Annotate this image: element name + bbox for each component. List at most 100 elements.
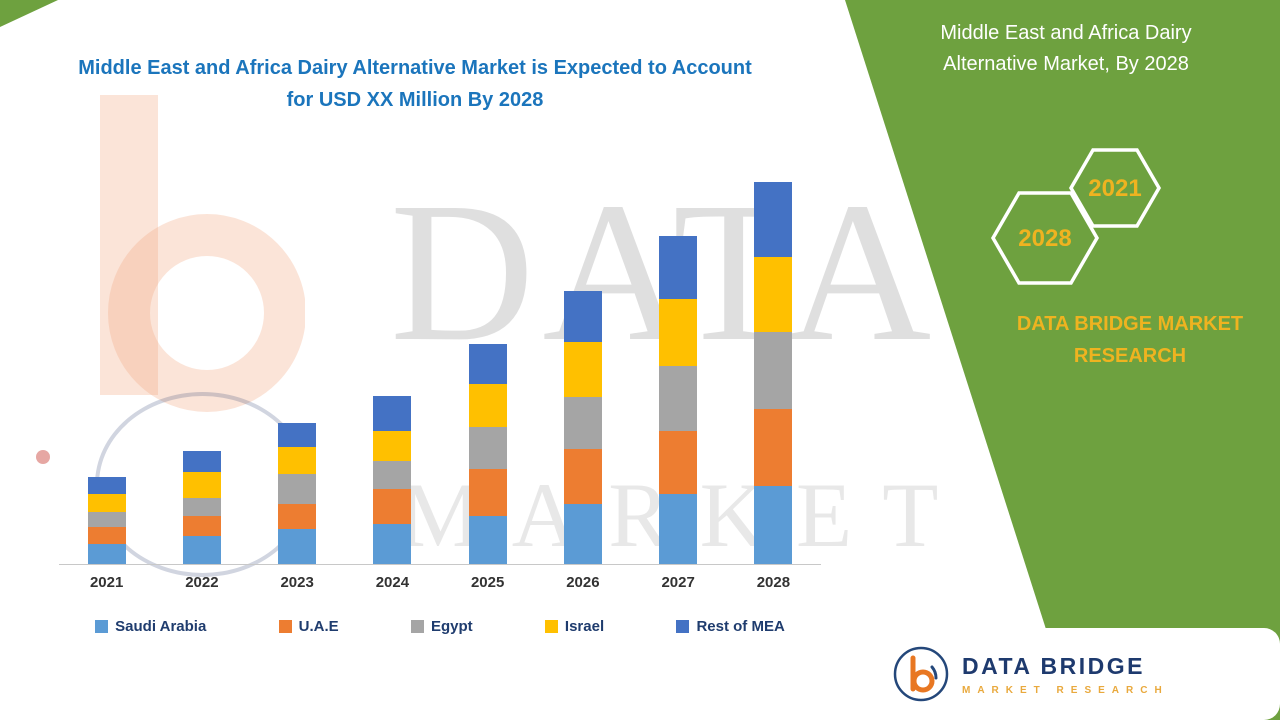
watermark-dot-icon (36, 450, 50, 464)
bar-segment-saudi-arabia-2021 (87, 544, 126, 564)
legend-label-u-a-e: U.A.E (298, 618, 339, 635)
bar-segment-israel-2021 (87, 494, 126, 512)
bar-segment-u-a-e-2026 (563, 449, 602, 504)
footer-logo-brand: DATA BRIDGE (962, 652, 1145, 679)
bar-segment-u-a-e-2023 (278, 504, 317, 529)
bar-segment-israel-2027 (659, 299, 698, 366)
legend-label-rest-of-mea: Rest of MEA (696, 618, 785, 635)
bar-segment-u-a-e-2024 (373, 489, 412, 524)
bar-segment-egypt-2025 (468, 427, 507, 469)
bar-segment-saudi-arabia-2026 (563, 504, 602, 564)
legend-label-saudi-arabia: Saudi Arabia (115, 618, 207, 635)
x-label-2023: 2023 (280, 574, 314, 591)
bar-segment-rest-of-mea-2028 (754, 182, 793, 257)
bar-segment-egypt-2024 (373, 461, 412, 489)
side-panel-title: Middle East and Africa Dairy Alternative… (940, 22, 1192, 75)
bar-stack-2025 (468, 344, 507, 564)
bar-segment-saudi-arabia-2028 (754, 486, 793, 564)
legend-label-egypt: Egypt (430, 618, 473, 635)
bar-segment-egypt-2023 (278, 474, 317, 504)
bar-stack-2027 (659, 236, 698, 564)
bar-stack-2028 (754, 182, 793, 564)
bar-segment-u-a-e-2027 (659, 431, 698, 494)
footer-logo-card: DATA BRIDGE MARKET RESEARCH (878, 628, 1280, 720)
bar-segment-u-a-e-2022 (182, 516, 221, 536)
bar-segment-rest-of-mea-2021 (87, 477, 126, 494)
bar-segment-saudi-arabia-2025 (468, 516, 507, 564)
bar-2026 (535, 170, 630, 564)
bar-segment-egypt-2026 (563, 397, 602, 449)
legend-swatch-israel (544, 620, 558, 633)
x-label-2025: 2025 (470, 574, 505, 591)
bar-segment-israel-2025 (468, 384, 507, 427)
bar-stack-2022 (182, 451, 221, 564)
bar-stack-2021 (87, 477, 126, 564)
bar-segment-israel-2026 (563, 342, 602, 397)
bar-segment-u-a-e-2025 (468, 469, 507, 516)
bar-2021 (59, 170, 154, 564)
hexagon-2028-icon (990, 191, 1100, 285)
bar-2023 (250, 170, 345, 564)
legend-item-egypt: Egypt (410, 618, 473, 635)
side-panel-brand-text: DATA BRIDGE MARKET RESEARCH (1016, 313, 1244, 367)
bar-segment-rest-of-mea-2022 (182, 451, 221, 472)
bar-segment-u-a-e-2028 (754, 409, 793, 486)
bar-segment-egypt-2028 (754, 332, 793, 409)
legend-item-rest-of-mea: Rest of MEA (676, 618, 785, 635)
bar-2028 (726, 170, 821, 564)
chart-plot-area (59, 170, 821, 565)
legend-item-u-a-e: U.A.E (278, 618, 339, 635)
bar-segment-egypt-2022 (182, 498, 221, 516)
hexagon-2021-label: 2021 (1088, 175, 1141, 202)
stacked-bar-chart: 2021 2022 2023 2024 2025 2026 2027 2028 (59, 170, 821, 591)
x-axis-labels: 2021 2022 2023 2024 2025 2026 2027 2028 (59, 574, 821, 591)
footer-logo-tagline: MARKET RESEARCH (962, 684, 1169, 696)
legend-item-saudi-arabia: Saudi Arabia (95, 618, 206, 635)
top-left-corner-accent (0, 0, 58, 27)
bar-2024 (345, 170, 440, 564)
x-label-2024: 2024 (375, 574, 410, 591)
legend-swatch-saudi-arabia (95, 620, 109, 633)
footer-logo-texts: DATA BRIDGE MARKET RESEARCH (962, 653, 1169, 696)
chart-legend: Saudi Arabia U.A.E Egypt Israel Rest of MEA (59, 618, 821, 635)
bar-2025 (440, 170, 535, 564)
bar-2027 (631, 170, 726, 564)
bar-segment-israel-2024 (373, 431, 412, 461)
x-label-2021: 2021 (89, 574, 124, 591)
bar-segment-rest-of-mea-2023 (278, 423, 317, 447)
bar-stack-2024 (373, 396, 412, 564)
hexagon-2028-label: 2028 (1018, 225, 1071, 252)
bar-segment-rest-of-mea-2025 (468, 344, 507, 384)
bar-segment-saudi-arabia-2022 (182, 536, 221, 564)
bar-segment-egypt-2027 (659, 366, 698, 431)
bar-stack-2023 (278, 423, 317, 564)
bar-segment-saudi-arabia-2023 (278, 529, 317, 564)
x-label-2022: 2022 (185, 574, 219, 591)
legend-swatch-u-a-e (278, 620, 292, 633)
chart-title: Middle East and Africa Dairy Alternative… (78, 57, 752, 111)
bar-stack-2026 (563, 291, 602, 564)
bar-segment-israel-2023 (278, 447, 317, 474)
hexagon-year-badges: 2028 2021 (990, 148, 1162, 285)
legend-item-israel: Israel (544, 618, 605, 635)
bar-segment-rest-of-mea-2026 (563, 291, 602, 342)
bar-2022 (154, 170, 249, 564)
x-label-2027: 2027 (661, 574, 695, 591)
legend-swatch-rest-of-mea (676, 620, 690, 633)
bar-segment-u-a-e-2021 (87, 527, 126, 544)
bar-segment-rest-of-mea-2024 (373, 396, 412, 431)
data-bridge-logo-icon (893, 646, 949, 702)
legend-swatch-egypt (410, 620, 424, 633)
watermark-b-logo-icon (100, 95, 305, 412)
x-label-2026: 2026 (566, 574, 600, 591)
bar-segment-saudi-arabia-2027 (659, 494, 698, 564)
legend-label-israel: Israel (564, 618, 605, 635)
hexagon-2021-icon (1068, 148, 1162, 228)
bar-segment-rest-of-mea-2027 (659, 236, 698, 299)
x-label-2028: 2028 (756, 574, 791, 591)
bar-segment-israel-2022 (182, 472, 221, 498)
bar-segment-israel-2028 (754, 257, 793, 332)
bar-segment-saudi-arabia-2024 (373, 524, 412, 564)
bar-segment-egypt-2021 (87, 512, 126, 527)
